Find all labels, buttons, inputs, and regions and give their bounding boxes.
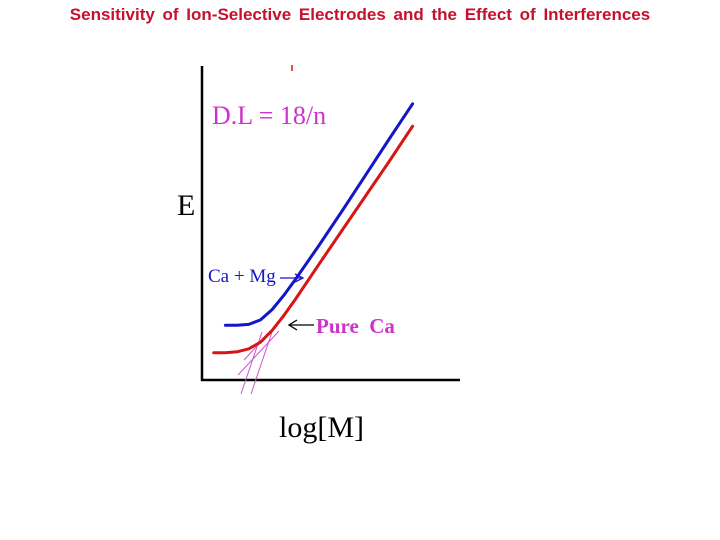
series-label-pure-ca: Pure Ca [316, 314, 395, 338]
x-axis-label: log[M] [279, 411, 364, 444]
series-label-ca-mg: Ca + Mg [208, 266, 276, 287]
y-axis-label: E [177, 189, 195, 222]
series-line-pure-ca [212, 124, 415, 355]
arrow-ca-mg-head [294, 273, 305, 283]
tangent-line-1 [240, 331, 263, 395]
series-line-ca-mg [223, 102, 415, 327]
tangent-lines [237, 317, 284, 395]
slide-title: Sensitivity of Ion-Selective Electrodes … [69, 6, 651, 24]
tangent-line-4 [237, 330, 280, 376]
detection-limit-label: D.L = 18/n [212, 101, 326, 130]
arrow-pure-ca-head [287, 319, 298, 331]
